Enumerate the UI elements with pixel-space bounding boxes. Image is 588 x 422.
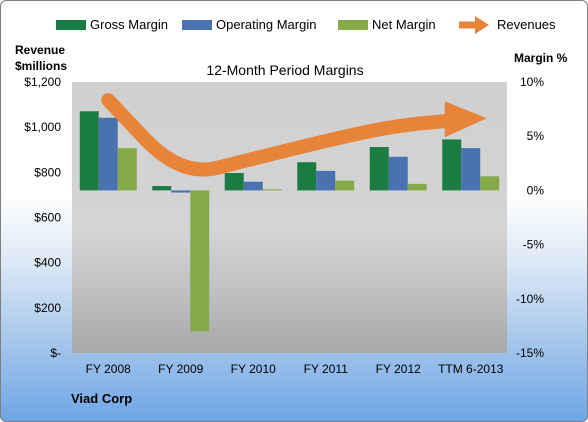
left-axis-label-line1: Revenue xyxy=(15,43,65,57)
left-axis-tick: $- xyxy=(50,346,61,360)
bar-gross-margin xyxy=(297,162,317,191)
legend-label: Gross Margin xyxy=(90,17,168,32)
legend-label: Operating Margin xyxy=(216,17,316,32)
bar-gross-margin xyxy=(369,147,389,191)
bar-operating-margin xyxy=(461,148,481,191)
bar-gross-margin xyxy=(79,111,99,191)
left-axis-label-line2: $millions xyxy=(15,59,67,73)
bar-net-margin xyxy=(190,190,210,332)
bar-gross-margin xyxy=(224,173,244,191)
legend-label: Revenues xyxy=(497,17,556,32)
bar-net-margin xyxy=(407,183,427,191)
bar-operating-margin xyxy=(98,117,118,191)
bar-net-margin xyxy=(335,180,355,191)
bar-operating-margin xyxy=(243,181,263,191)
right-axis-tick: 5% xyxy=(527,129,545,143)
left-axis-tick: $600 xyxy=(34,211,61,225)
right-axis-tick: -10% xyxy=(516,292,544,306)
category-label: FY 2008 xyxy=(86,362,131,376)
left-axis-tick: $1,000 xyxy=(24,120,61,134)
company-name: Viad Corp xyxy=(71,391,132,406)
bar-gross-margin xyxy=(152,186,172,191)
chart-title: 12-Month Period Margins xyxy=(206,62,363,78)
category-label: FY 2011 xyxy=(304,362,349,376)
left-axis-tick: $400 xyxy=(34,256,61,270)
category-label: TTM 6-2013 xyxy=(438,362,504,376)
category-label: FY 2009 xyxy=(158,362,203,376)
revenue-arrowhead xyxy=(444,101,487,138)
bar-gross-margin xyxy=(442,139,462,191)
bar-operating-margin xyxy=(388,156,408,191)
right-axis-label: Margin % xyxy=(514,51,568,65)
bar-operating-margin xyxy=(171,190,191,193)
bar-net-margin xyxy=(480,176,500,191)
left-axis-tick: $800 xyxy=(34,165,61,179)
right-axis-tick: -15% xyxy=(516,346,544,360)
left-axis-tick: $1,200 xyxy=(24,75,61,89)
legend-swatch xyxy=(182,20,212,30)
legend-swatch xyxy=(338,20,368,30)
left-axis-tick: $200 xyxy=(34,301,61,315)
legend-swatch xyxy=(56,20,86,30)
category-label: FY 2012 xyxy=(376,362,421,376)
legend-swatch-arrow xyxy=(475,16,489,34)
legend-label: Net Margin xyxy=(372,17,436,32)
bar-operating-margin xyxy=(316,170,336,191)
right-axis-tick: -5% xyxy=(523,238,545,252)
category-label: FY 2010 xyxy=(231,362,276,376)
right-axis-tick: 0% xyxy=(527,183,545,197)
bar-net-margin xyxy=(117,148,137,191)
right-axis-tick: 10% xyxy=(520,75,544,89)
bar-net-margin xyxy=(262,189,282,191)
revenue-line xyxy=(101,93,472,177)
